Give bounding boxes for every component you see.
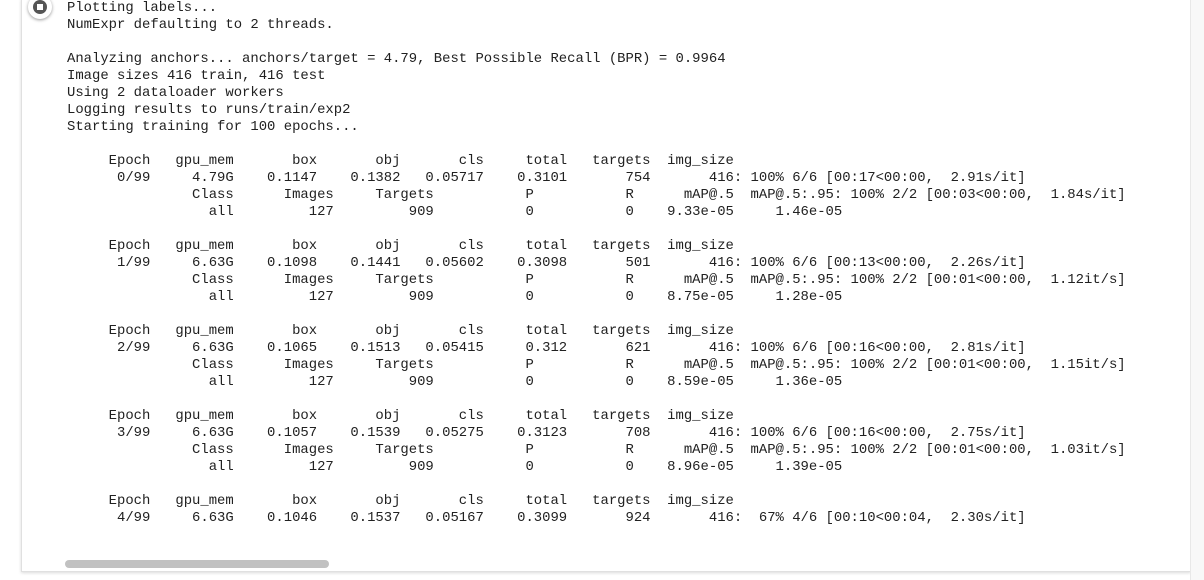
output-block: Epoch gpu_mem box obj cls total targets … xyxy=(67,493,1126,527)
output-line: Using 2 dataloader workers xyxy=(67,85,284,101)
output-block: Epoch gpu_mem box obj cls total targets … xyxy=(67,238,1126,306)
output-line: Starting training for 100 epochs... xyxy=(67,119,359,135)
output-line: 0/99 4.79G 0.1147 0.1382 0.05717 0.3101 … xyxy=(67,170,1026,186)
output-line: Logging results to runs/train/exp2 xyxy=(67,102,351,118)
output-line: Analyzing anchors... anchors/target = 4.… xyxy=(67,51,726,67)
output-line: 1/99 6.63G 0.1098 0.1441 0.05602 0.3098 … xyxy=(67,255,1026,271)
output-line: NumExpr defaulting to 2 threads. xyxy=(67,17,334,33)
output-line: Class Images Targets P R mAP@.5 mAP@.5:.… xyxy=(67,187,1126,203)
output-line: all 127 909 0 0 8.96e-05 1.39e-05 xyxy=(67,459,843,475)
output-block: Plotting labels... NumExpr defaulting to … xyxy=(67,0,1126,34)
output-line: 2/99 6.63G 0.1065 0.1513 0.05415 0.312 6… xyxy=(67,340,1026,356)
output-block: Analyzing anchors... anchors/target = 4.… xyxy=(67,51,1126,136)
output-line: 3/99 6.63G 0.1057 0.1539 0.05275 0.3123 … xyxy=(67,425,1026,441)
output-line: Image sizes 416 train, 416 test xyxy=(67,68,326,84)
output-line: Plotting labels... xyxy=(67,0,218,16)
output-line: Epoch gpu_mem box obj cls total targets … xyxy=(67,408,734,424)
output-line: Class Images Targets P R mAP@.5 mAP@.5:.… xyxy=(67,357,1126,373)
output-line: Epoch gpu_mem box obj cls total targets … xyxy=(67,153,734,169)
output-line: Class Images Targets P R mAP@.5 mAP@.5:.… xyxy=(67,442,1126,458)
output-line: Class Images Targets P R mAP@.5 mAP@.5:.… xyxy=(67,272,1126,288)
output-line: Epoch gpu_mem box obj cls total targets … xyxy=(67,323,734,339)
output-line: 4/99 6.63G 0.1046 0.1537 0.05167 0.3099 … xyxy=(67,510,1026,526)
output-block: Epoch gpu_mem box obj cls total targets … xyxy=(67,153,1126,221)
stop-button[interactable] xyxy=(28,0,52,19)
output-line: Epoch gpu_mem box obj cls total targets … xyxy=(67,238,734,254)
output-block: Epoch gpu_mem box obj cls total targets … xyxy=(67,408,1126,476)
output-block: Epoch gpu_mem box obj cls total targets … xyxy=(67,323,1126,391)
output-line: all 127 909 0 0 8.59e-05 1.36e-05 xyxy=(67,374,843,390)
output-line: all 127 909 0 0 9.33e-05 1.46e-05 xyxy=(67,204,843,220)
cell-output: Plotting labels... NumExpr defaulting to … xyxy=(67,0,1126,544)
output-line: Epoch gpu_mem box obj cls total targets … xyxy=(67,493,734,509)
side-panel xyxy=(1190,0,1204,580)
output-line: all 127 909 0 0 8.75e-05 1.28e-05 xyxy=(67,289,843,305)
horizontal-scrollbar[interactable] xyxy=(65,560,329,568)
